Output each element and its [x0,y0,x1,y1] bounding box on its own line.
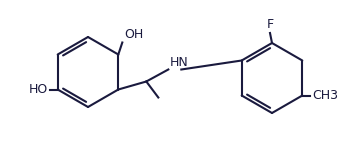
Text: OH: OH [124,27,144,40]
Text: CH3: CH3 [312,89,338,102]
Text: HN: HN [169,56,188,69]
Text: HO: HO [28,83,48,96]
Text: F: F [266,18,274,31]
